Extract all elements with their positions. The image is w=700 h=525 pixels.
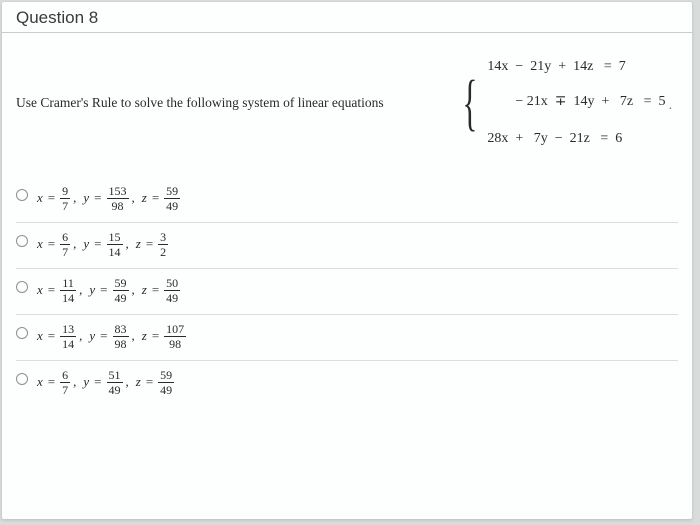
option-math: x= 1314 , y= 8398 , z= 10798 xyxy=(36,323,187,350)
answer-option[interactable]: x= 1314 , y= 8398 , z= 10798 xyxy=(16,315,678,361)
equations: 14x − 21y + 14z = 7 − 21x ∓ 14y + 7z = 5… xyxy=(480,59,672,147)
option-math: x= 67 , y= 5149 , z= 5949 xyxy=(36,369,175,396)
answer-option[interactable]: x= 97 , y= 15398 , z= 5949 xyxy=(16,177,678,223)
radio-icon[interactable] xyxy=(16,235,28,247)
question-header: Question 8 xyxy=(2,2,692,33)
answer-option[interactable]: x= 67 , y= 1514 , z= 32 xyxy=(16,223,678,269)
radio-icon[interactable] xyxy=(16,327,28,339)
radio-icon[interactable] xyxy=(16,189,28,201)
option-math: x= 1114 , y= 5949 , z= 5049 xyxy=(36,277,181,304)
question-card: Question 8 Use Cramer's Rule to solve th… xyxy=(2,2,692,519)
option-math: x= 97 , y= 15398 , z= 5949 xyxy=(36,185,181,212)
radio-icon[interactable] xyxy=(16,373,28,385)
equation-3: 28x + 7y − 21z = 6 xyxy=(480,131,672,147)
answer-options: x= 97 , y= 15398 , z= 5949 x= 67 , y= 15… xyxy=(2,177,692,416)
equation-system: { 14x − 21y + 14z = 7 − 21x ∓ 14y + 7z =… xyxy=(392,59,672,147)
answer-option[interactable]: x= 67 , y= 5149 , z= 5949 xyxy=(16,361,678,406)
equation-1: 14x − 21y + 14z = 7 xyxy=(480,59,672,75)
equation-2: − 21x ∓ 14y + 7z = 5 . xyxy=(480,77,672,129)
answer-option[interactable]: x= 1114 , y= 5949 , z= 5049 xyxy=(16,269,678,315)
radio-icon[interactable] xyxy=(16,281,28,293)
left-brace: { xyxy=(462,72,477,134)
prompt-text: Use Cramer's Rule to solve the following… xyxy=(16,95,384,111)
prompt-row: Use Cramer's Rule to solve the following… xyxy=(2,33,692,177)
question-number: Question 8 xyxy=(16,8,98,27)
option-math: x= 67 , y= 1514 , z= 32 xyxy=(36,231,169,258)
